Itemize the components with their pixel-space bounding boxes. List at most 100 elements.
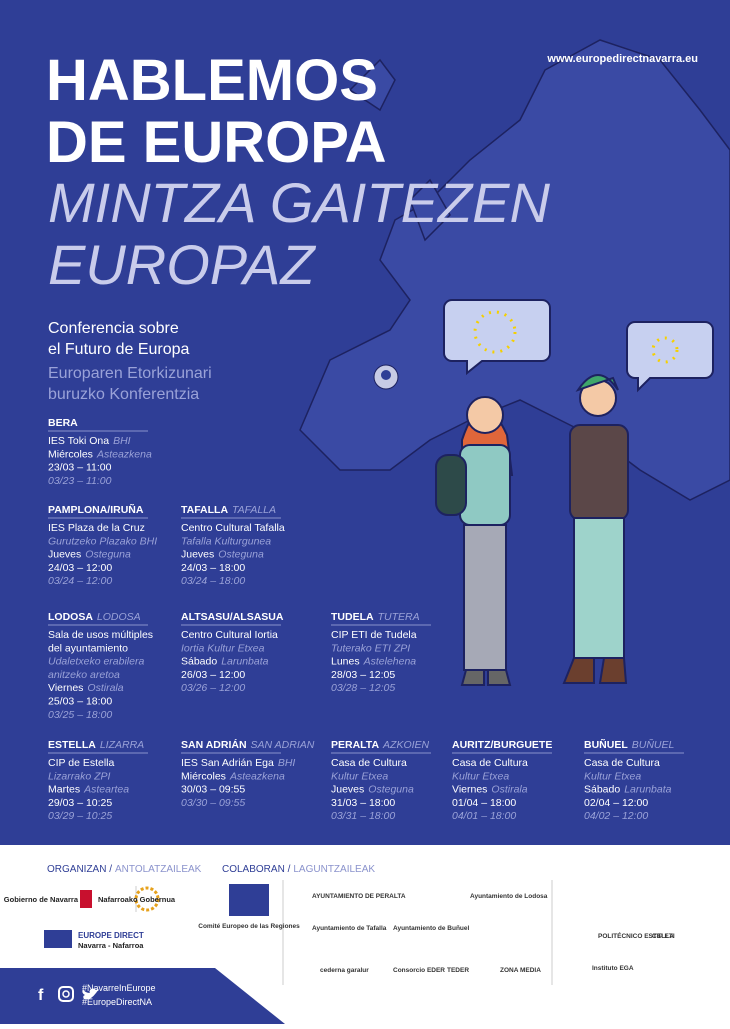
line-alt: Asteazkena <box>229 770 285 782</box>
event-line: 03/26 – 12:00 <box>181 682 245 694</box>
event-line: 01/04 – 18:00 <box>452 797 516 809</box>
title-alt: MINTZA GAITEZEN <box>48 171 550 234</box>
event-city: PAMPLONA/IRUÑA <box>48 503 144 516</box>
title: HABLEMOS <box>46 48 378 113</box>
collaborator: Ayuntamiento de Tafalla <box>312 925 387 932</box>
line-alt: 04/01 – 18:00 <box>452 810 516 822</box>
event-line: 31/03 – 18:00 <box>331 797 395 809</box>
city-alt: TAFALLA <box>232 504 276 516</box>
event-line: Kultur Etxea <box>584 770 641 782</box>
line-text: CIP de Estella <box>48 757 115 769</box>
event-line: CIP de Estella <box>48 757 115 769</box>
event-line: Miércoles Asteazkena <box>48 448 152 460</box>
collaborator: Consorcio EDER <box>393 967 445 974</box>
event-line: 04/02 – 12:00 <box>584 810 648 822</box>
city: TUDELA <box>331 611 374 623</box>
event-line: IES Toki Ona BHI <box>48 435 131 447</box>
line-alt: 03/26 – 12:00 <box>181 682 245 694</box>
event-line: Iortia Kultur Etxea <box>181 642 265 654</box>
navarra-shield <box>80 890 92 908</box>
line-text: 23/03 – 11:00 <box>48 462 112 474</box>
line-text: IES Toki Ona <box>48 435 109 447</box>
people <box>435 374 629 686</box>
event-line: 23/03 – 11:00 <box>48 462 112 474</box>
collaborator: TEDER <box>447 967 469 974</box>
event-line: Kultur Etxea <box>331 770 388 782</box>
event-line: 24/03 – 18:00 <box>181 562 245 574</box>
cor-logo <box>229 884 269 916</box>
eu-flag <box>44 930 72 948</box>
line-text: Sala de usos múltiples <box>48 629 153 641</box>
line-text: Jueves <box>181 549 214 561</box>
label-main: COLABORAN / <box>222 864 291 875</box>
event-line: 03/24 – 18:00 <box>181 575 245 587</box>
line-text: Jueves <box>48 549 81 561</box>
event-line: Centro Cultural Iortia <box>181 629 278 641</box>
line-text: CIP ETI de Tudela <box>331 629 417 641</box>
islands <box>348 58 451 242</box>
city-alt: BUÑUEL <box>632 738 675 751</box>
speech-bubble <box>443 299 714 393</box>
collaborator: ZONA MEDIA <box>500 967 541 974</box>
line-text: 30/03 – 09:55 <box>181 784 245 796</box>
event-city: TAFALLA TAFALLA <box>181 504 276 516</box>
event-line: 29/03 – 10:25 <box>48 797 112 809</box>
subtitle-alt: Europaren Etorkizunari <box>48 365 212 382</box>
line-text: 24/03 – 18:00 <box>181 562 245 574</box>
subtitle-alt: buruzko Konferentzia <box>48 386 199 403</box>
pin <box>373 364 399 390</box>
hashtag: #NavarreInEurope <box>82 983 156 993</box>
line-alt: Iortia Kultur Etxea <box>181 642 265 654</box>
event-line: Miércoles Asteazkena <box>181 770 285 782</box>
line-alt: Tafalla Kulturgunea <box>181 535 271 547</box>
line-text: 01/04 – 18:00 <box>452 797 516 809</box>
city-alt: TUTERA <box>378 611 420 623</box>
event: PAMPLONA/IRUÑA IES Plaza de la CruzGurutz… <box>48 503 157 587</box>
event-line: Jueves Osteguna <box>48 549 131 561</box>
organizer: Navarra - Nafarroa <box>78 941 144 950</box>
event-line: Casa de Cultura <box>452 757 528 769</box>
line-alt: Udaletxeko erabilera <box>48 656 144 668</box>
line-text: Viernes <box>452 784 487 796</box>
city-alt: SAN ADRIAN <box>251 739 315 751</box>
event-city: SAN ADRIÁN SAN ADRIAN <box>181 738 315 751</box>
line-text: Miércoles <box>48 448 93 460</box>
event-city: PERALTA AZKOIEN <box>331 739 430 751</box>
event-line: IES Plaza de la Cruz <box>48 522 145 534</box>
collaborator: Ayuntamiento de Lodosa <box>470 893 548 900</box>
city: BUÑUEL <box>584 738 628 751</box>
collaborator: cederna garalur <box>320 967 369 974</box>
line-alt: Ostirala <box>87 682 123 694</box>
event-line: Viernes Ostirala <box>48 682 124 694</box>
organizer: EUROPE DIRECT <box>78 931 144 940</box>
website: www.europedirectnavarra.eu <box>546 53 698 65</box>
event-line: Casa de Cultura <box>584 757 660 769</box>
event-line: 03/25 – 18:00 <box>48 709 112 721</box>
line-alt: BHI <box>278 757 296 769</box>
event-line: Jueves Osteguna <box>181 549 264 561</box>
label-main: ORGANIZAN / <box>47 864 112 875</box>
event-line: 25/03 – 18:00 <box>48 696 112 708</box>
event-line: 04/01 – 18:00 <box>452 810 516 822</box>
event-city: AURITZ/BURGUETE <box>452 739 552 751</box>
line-alt: Osteguna <box>368 784 414 796</box>
line-text: 26/03 – 12:00 <box>181 669 245 681</box>
city: ALTSASU/ALSASUA <box>181 611 284 623</box>
event-line: Sala de usos múltiples <box>48 629 153 641</box>
line-text: 02/04 – 12:00 <box>584 797 648 809</box>
event-city: ALTSASU/ALSASUA <box>181 611 284 623</box>
event-city: ESTELLA LIZARRA <box>48 739 144 751</box>
line-text: Jueves <box>331 784 364 796</box>
event: ALTSASU/ALSASUA Centro Cultural IortiaIor… <box>181 611 284 694</box>
line-text: Martes <box>48 784 80 796</box>
event-line: Casa de Cultura <box>331 757 407 769</box>
event-city: BUÑUEL BUÑUEL <box>584 738 675 751</box>
line-alt: 03/28 – 12:05 <box>331 682 395 694</box>
line-alt: Kultur Etxea <box>584 770 641 782</box>
event-city: BERA <box>48 417 78 429</box>
line-alt: Osteguna <box>85 549 131 561</box>
